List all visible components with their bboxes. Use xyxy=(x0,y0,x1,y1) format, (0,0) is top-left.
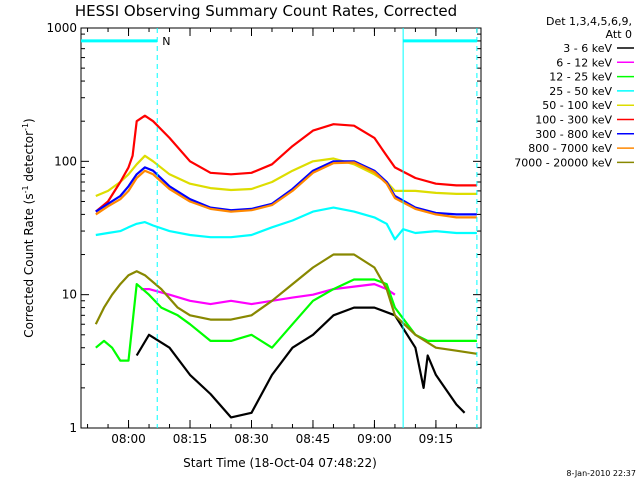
x-tick-label: 09:15 xyxy=(419,432,454,446)
legend-label: 800 - 7000 keV xyxy=(528,142,612,155)
plot-area: N xyxy=(80,27,482,429)
chart-title: HESSI Observing Summary Count Rates, Cor… xyxy=(75,2,457,20)
x-tick-label: 08:45 xyxy=(296,432,331,446)
series-line xyxy=(95,161,477,219)
timestamp: 8-Jan-2010 22:37 xyxy=(566,469,636,478)
series-line xyxy=(95,114,477,213)
y-axis-label-part: detector xyxy=(22,131,36,186)
bar-letter: N xyxy=(162,35,170,48)
legend-label: 25 - 50 keV xyxy=(549,85,612,98)
y-axis-label-part: Corrected Count Rate (s xyxy=(22,193,36,337)
legend-label: 300 - 800 keV xyxy=(535,128,612,141)
legend-label: 100 - 300 keV xyxy=(535,114,612,127)
legend-label: 12 - 25 keV xyxy=(549,71,612,84)
y-axis-label-part: ) xyxy=(22,118,36,123)
series-line xyxy=(95,278,477,362)
y-tick-label: 10 xyxy=(62,288,77,302)
y-tick-label: 100 xyxy=(54,154,77,168)
legend-label: 50 - 100 keV xyxy=(542,99,612,112)
y-tick-label: 1000 xyxy=(46,21,77,35)
x-axis-label: Start Time (18-Oct-04 07:48:22) xyxy=(183,456,377,470)
series-line xyxy=(95,160,477,216)
y-axis-label: Corrected Count Rate (s-1 detector-1) xyxy=(21,118,36,337)
legend-header: Det 1,3,4,5,6,9, xyxy=(546,15,632,28)
series-line xyxy=(94,253,478,355)
x-tick-label: 08:15 xyxy=(173,432,208,446)
legend-label: 6 - 12 keV xyxy=(556,56,612,69)
y-tick-label: 1 xyxy=(69,421,77,435)
x-tick-label: 09:00 xyxy=(357,432,392,446)
y-axis-label-sup: -1 xyxy=(21,123,30,131)
x-tick-label: 08:00 xyxy=(111,432,146,446)
series-line xyxy=(135,306,466,419)
series-line xyxy=(95,206,477,241)
legend-header: Att 0 xyxy=(606,28,632,41)
legend-label: 7000 - 20000 keV xyxy=(514,156,612,169)
x-tick-label: 08:30 xyxy=(234,432,269,446)
plot-frame xyxy=(80,27,482,429)
y-axis-label-sup: -1 xyxy=(21,185,30,193)
series-line xyxy=(95,154,477,198)
legend-label: 3 - 6 keV xyxy=(563,42,612,55)
series-line xyxy=(140,283,396,306)
